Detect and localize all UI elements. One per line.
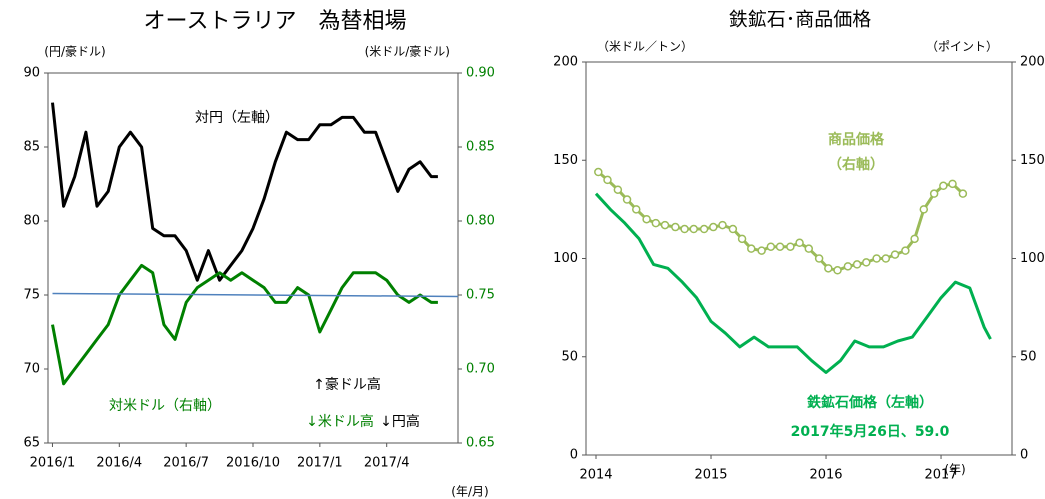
x-tick-label: 2016/1: [30, 456, 76, 471]
series-marker: [622, 195, 632, 204]
x-axis-label: (年): [944, 463, 965, 477]
series-marker: [775, 242, 785, 251]
series-marker: [881, 254, 891, 263]
series-marker: [613, 185, 623, 194]
annotation: （右軸）: [828, 156, 884, 173]
y2-tick-label: 0.65: [466, 436, 495, 451]
y2-axis-label: （ポイント）: [926, 40, 998, 54]
chart-title: 鉄鉱石･商品価格: [729, 9, 872, 31]
series-marker: [824, 264, 833, 273]
y-tick-label: 75: [23, 288, 40, 303]
y2-tick-label: 100: [1020, 251, 1045, 266]
chart-title: オーストラリア 為替相場: [144, 9, 407, 34]
series-marker: [766, 242, 776, 251]
series-marker: [680, 224, 689, 234]
y-axis-label: （米ドル／トン）: [597, 40, 693, 54]
series-marker: [671, 222, 680, 232]
series-label: 商品価格: [828, 131, 885, 148]
y2-tick-label: 200: [1020, 55, 1045, 70]
series-marker: [910, 234, 919, 244]
series-marker: [795, 238, 804, 248]
series-marker: [594, 167, 603, 177]
series-marker: [603, 175, 612, 185]
x-axis-label: (年/月): [451, 485, 488, 499]
y2-tick-label: 50: [1020, 349, 1037, 364]
x-tick-label: 2017: [924, 468, 957, 483]
series-marker: [890, 250, 900, 259]
series-marker: [737, 234, 747, 244]
x-tick-label: 2016/7: [163, 456, 209, 471]
annotation: 2017年5月26日、59.0: [791, 423, 950, 440]
y-tick-label: 150: [553, 153, 578, 168]
y2-tick-label: 0.70: [466, 362, 495, 377]
series-marker: [728, 224, 738, 234]
series-marker: [651, 218, 661, 228]
series-label: 対円（左軸）: [195, 110, 279, 126]
series-marker: [804, 244, 814, 253]
series-marker: [939, 181, 948, 191]
y2-tick-label: 0.85: [466, 140, 495, 155]
y-tick-label: 90: [23, 66, 40, 81]
series-marker: [958, 189, 968, 198]
y-tick-label: 100: [553, 251, 578, 266]
x-tick-label: 2016: [809, 468, 842, 483]
y2-tick-label: 0.75: [466, 288, 495, 303]
series-marker: [872, 254, 881, 263]
series-marker: [747, 244, 756, 253]
series-marker: [632, 205, 641, 214]
series-marker: [718, 220, 727, 230]
x-tick-label: 2014: [579, 468, 612, 483]
series-line: [52, 292, 459, 298]
x-tick-label: 2016/10: [226, 456, 280, 471]
series-marker: [852, 260, 862, 269]
y-axis-label: (円/豪ドル): [44, 44, 105, 59]
y-tick-label: 200: [553, 55, 578, 70]
series-marker: [919, 205, 929, 214]
series-label: 対米ドル（右軸）: [109, 398, 221, 414]
y-tick-label: 50: [561, 349, 578, 364]
x-tick-label: 2017/1: [297, 456, 343, 471]
y2-axis-label: (米ドル/豪ドル): [365, 44, 450, 59]
y-tick-label: 0: [570, 448, 578, 463]
y-tick-label: 70: [23, 362, 40, 377]
series-line: [594, 192, 992, 374]
series-marker: [833, 266, 842, 275]
y2-tick-label: 0.80: [466, 214, 495, 229]
series-marker: [709, 222, 718, 232]
y2-tick-label: 0: [1020, 448, 1028, 463]
y2-tick-label: 150: [1020, 153, 1045, 168]
x-tick-label: 2015: [694, 468, 727, 483]
series-marker: [901, 246, 910, 255]
annotation: ↑豪ドル高: [313, 376, 381, 393]
series-marker: [814, 254, 824, 263]
y2-tick-label: 0.90: [466, 66, 495, 81]
series-marker: [862, 258, 871, 267]
annotation: ↓円高: [380, 413, 420, 430]
series-line: [51, 102, 438, 282]
series-marker: [929, 189, 939, 198]
series-label: 鉄鉱石価格（左軸）: [807, 394, 933, 411]
y-tick-label: 65: [23, 436, 40, 451]
y-tick-label: 85: [23, 140, 40, 155]
series-marker: [642, 214, 651, 224]
y-tick-label: 80: [23, 214, 40, 229]
plot-frame: [47, 72, 459, 444]
series-marker: [660, 220, 670, 230]
series-marker: [843, 262, 853, 271]
x-tick-label: 2016/4: [96, 456, 142, 471]
series-marker: [948, 179, 957, 189]
series-marker: [699, 224, 709, 234]
series-marker: [689, 224, 699, 234]
x-tick-label: 2017/4: [364, 456, 410, 471]
annotation: ↓米ドル高: [306, 413, 374, 430]
series-marker: [757, 246, 766, 255]
series-marker: [786, 242, 795, 251]
series-line: [51, 263, 438, 386]
